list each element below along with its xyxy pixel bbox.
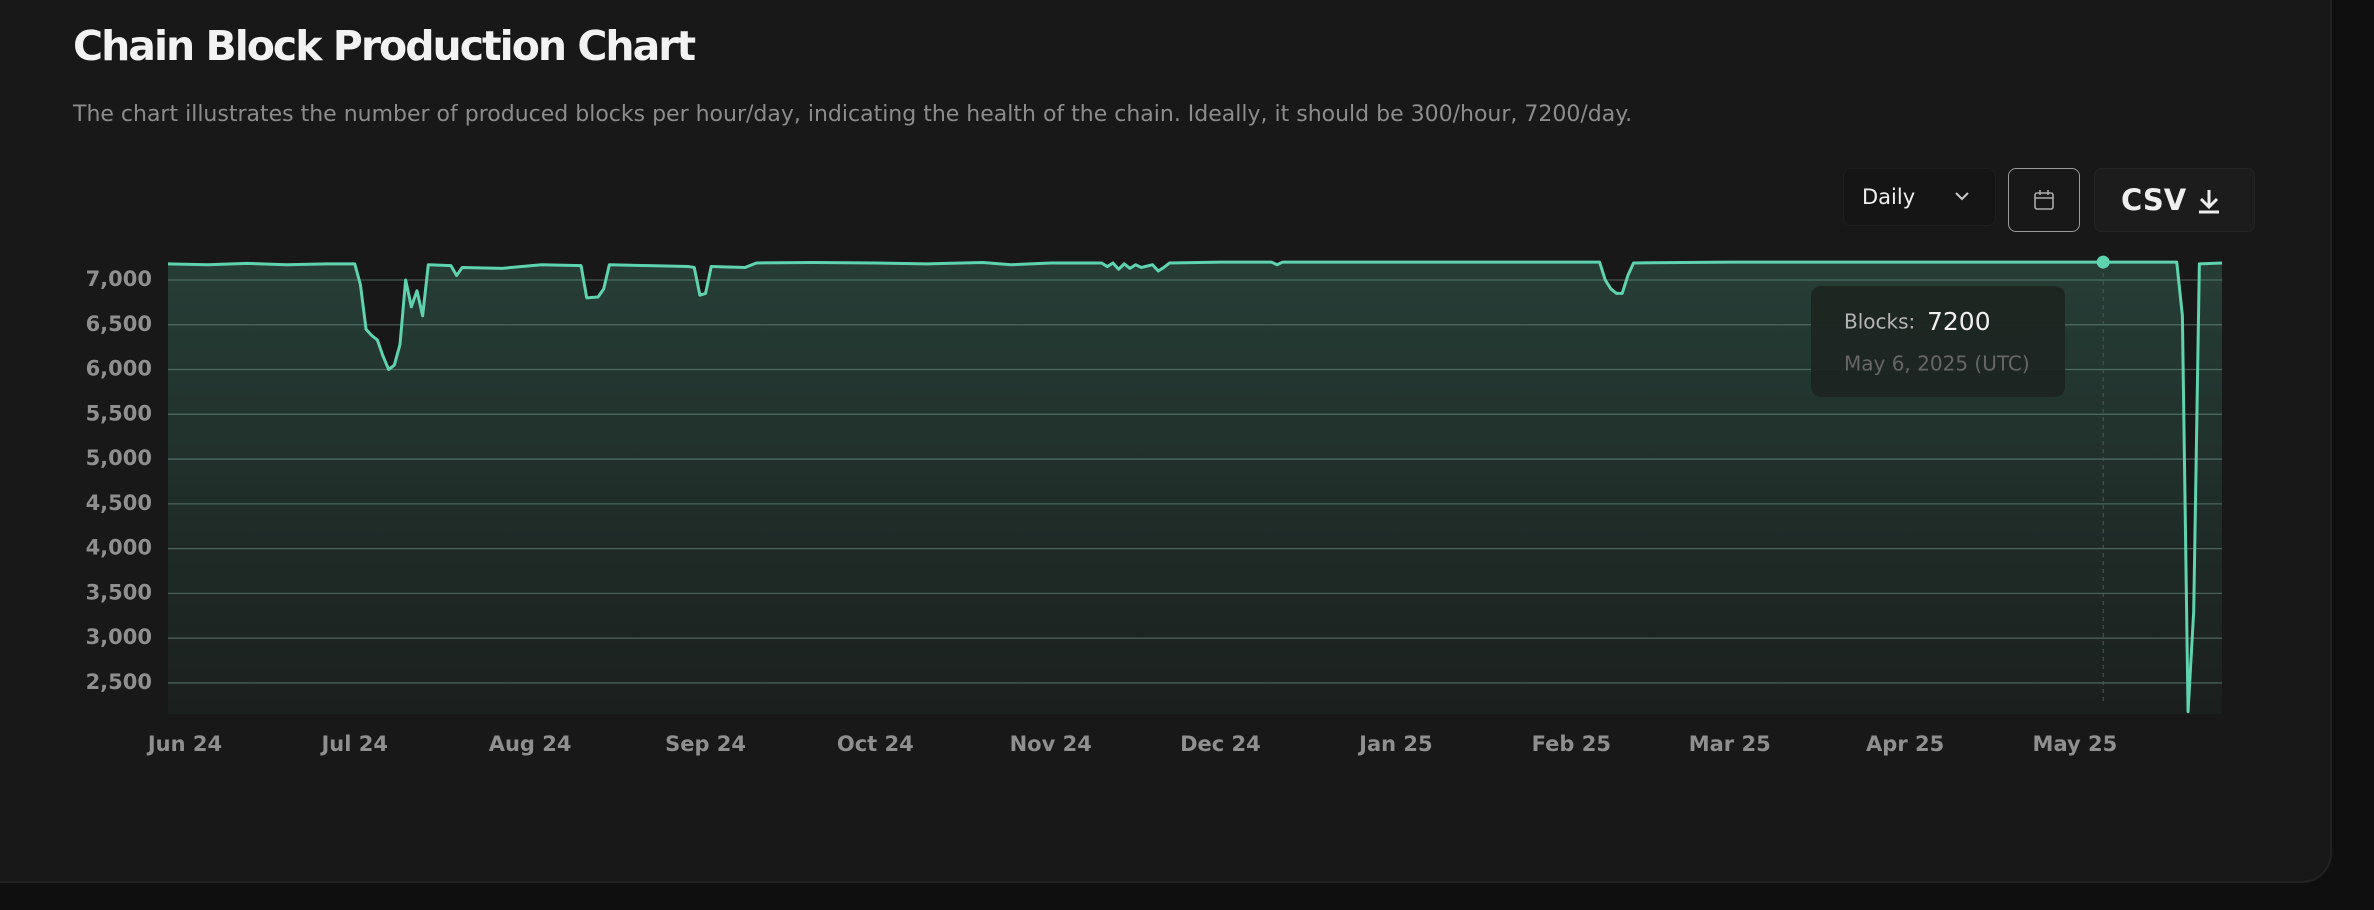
- x-tick-label: Jun 24: [146, 732, 222, 756]
- y-tick-label: 5,000: [86, 446, 152, 470]
- tooltip-point: [2096, 255, 2110, 269]
- x-tick-label: Jul 24: [319, 732, 388, 756]
- download-icon: [2199, 190, 2219, 214]
- x-tick-label: Jan 25: [1357, 732, 1432, 756]
- x-tick-label: Sep 24: [665, 732, 746, 756]
- chart-subtitle: The chart illustrates the number of prod…: [73, 102, 1633, 127]
- x-tick-label: Apr 25: [1866, 732, 1944, 756]
- x-tick-label: Dec 24: [1180, 732, 1261, 756]
- interval-dropdown[interactable]: Daily: [1843, 168, 1996, 226]
- csv-label: CSV: [2121, 183, 2187, 217]
- y-tick-label: 3,500: [86, 580, 152, 604]
- chart-title: Chain Block Production Chart: [73, 22, 696, 70]
- tooltip-date: May 6, 2025 (UTC): [1844, 352, 2030, 376]
- x-tick-label: Aug 24: [489, 732, 572, 756]
- tooltip-value: 7200: [1927, 307, 1991, 336]
- csv-button[interactable]: CSV: [2094, 168, 2255, 232]
- x-tick-label: Feb 25: [1532, 732, 1611, 756]
- x-tick-label: May 25: [2033, 732, 2118, 756]
- x-tick-label: Oct 24: [837, 732, 914, 756]
- y-tick-label: 3,000: [86, 625, 152, 649]
- tooltip: Blocks: 7200 May 6, 2025 (UTC): [1811, 286, 2065, 397]
- y-tick-label: 4,000: [86, 536, 152, 560]
- x-tick-label: Mar 25: [1689, 732, 1771, 756]
- y-tick-label: 2,500: [86, 670, 152, 694]
- chevron-icon: [1955, 192, 1969, 201]
- y-tick-label: 6,000: [86, 357, 152, 381]
- y-tick-label: 4,500: [86, 491, 152, 515]
- y-tick-label: 7,000: [86, 267, 152, 291]
- tooltip-box: [1811, 286, 2065, 397]
- area-fill: [168, 262, 2222, 715]
- tooltip-label: Blocks:: [1844, 310, 1915, 334]
- y-tick-label: 5,500: [86, 401, 152, 425]
- series-line: [167, 260, 2223, 714]
- y-tick-label: 6,500: [86, 312, 152, 336]
- interval-label: Daily: [1862, 185, 1916, 209]
- calendar-icon: [2034, 190, 2054, 210]
- x-tick-label: Nov 24: [1010, 732, 1092, 756]
- calendar-button[interactable]: [2008, 168, 2080, 232]
